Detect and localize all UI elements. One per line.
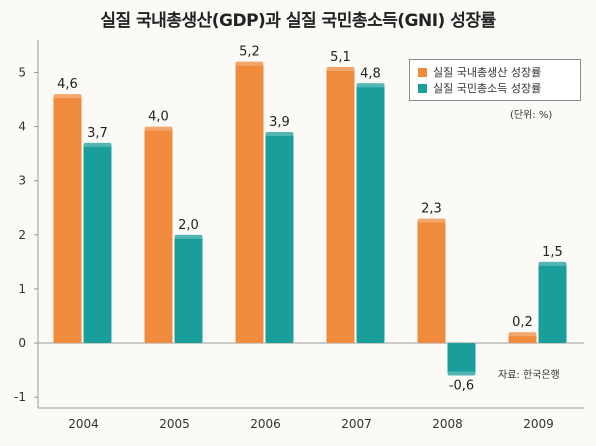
source-note: 자료: 한국은행 — [498, 370, 560, 381]
data-label: 2,3 — [421, 202, 442, 217]
bar-gni — [174, 234, 203, 344]
y-tick-label: 1 — [18, 282, 26, 296]
bar-highlight — [174, 234, 203, 239]
bar-gni — [538, 261, 567, 344]
x-tick-label: 2006 — [250, 417, 281, 431]
bar-highlight — [356, 83, 385, 88]
data-label: 4,6 — [57, 77, 78, 92]
data-label: -0,6 — [449, 379, 474, 394]
y-tick-label: 0 — [18, 336, 26, 350]
bar-gni — [356, 83, 385, 344]
bar-highlight — [83, 142, 112, 147]
bar-gni — [83, 142, 112, 344]
bar-gdp — [235, 61, 264, 344]
y-tick-label: 3 — [18, 174, 26, 188]
data-label: 4,8 — [360, 66, 381, 81]
bar-highlight — [417, 218, 446, 223]
x-tick-label: 2004 — [68, 417, 99, 431]
legend-swatch-gni — [418, 83, 427, 93]
bar-gdp — [53, 94, 82, 344]
bar-highlight — [326, 67, 355, 72]
legend: 실질 국내총생산 성장률 실질 국민총소득 성장률 — [409, 59, 581, 101]
x-tick-label: 2009 — [523, 417, 554, 431]
bar-highlight — [235, 61, 264, 66]
x-tick-label: 2008 — [432, 417, 463, 431]
bar-gdp — [326, 67, 355, 344]
bar-highlight — [538, 261, 567, 266]
x-tick-label: 2005 — [159, 417, 190, 431]
y-tick-label: 5 — [18, 65, 26, 79]
legend-label-gni: 실질 국민총소득 성장률 — [433, 82, 542, 95]
chart-title: 실질 국내총생산(GDP)과 실질 국민총소득(GNI) 성장률 — [100, 11, 496, 31]
x-tick-label: 2007 — [341, 417, 372, 431]
data-label: 5,2 — [239, 45, 260, 60]
legend-swatch-gdp — [418, 67, 427, 77]
bar-highlight — [265, 132, 294, 136]
bar-gdp — [417, 218, 446, 344]
bar-highlight — [508, 332, 537, 337]
data-label: 0,2 — [512, 315, 533, 330]
y-tick-label: 4 — [18, 120, 26, 134]
bar-highlight — [447, 371, 476, 376]
unit-note: (단위: %) — [510, 110, 553, 121]
data-label: 1,5 — [542, 245, 563, 260]
data-label: 5,1 — [330, 50, 351, 65]
legend-label-gdp: 실질 국내총생산 성장률 — [433, 66, 542, 79]
bar-highlight — [144, 126, 173, 131]
y-tick-label: -1 — [14, 390, 26, 404]
bar-highlight — [53, 94, 82, 99]
data-label: 3,9 — [269, 115, 290, 130]
bar-gdp — [508, 332, 537, 344]
data-label: 2,0 — [178, 218, 199, 233]
y-tick-label: 2 — [18, 228, 26, 242]
bar-gdp — [144, 126, 173, 344]
legend-item-gdp: 실질 국내총생산 성장률 — [418, 64, 574, 80]
bar-gni — [447, 343, 476, 376]
legend-item-gni: 실질 국민총소득 성장률 — [418, 80, 574, 96]
data-label: 3,7 — [87, 126, 108, 141]
bar-gni — [265, 132, 294, 344]
data-label: 4,0 — [148, 110, 169, 125]
